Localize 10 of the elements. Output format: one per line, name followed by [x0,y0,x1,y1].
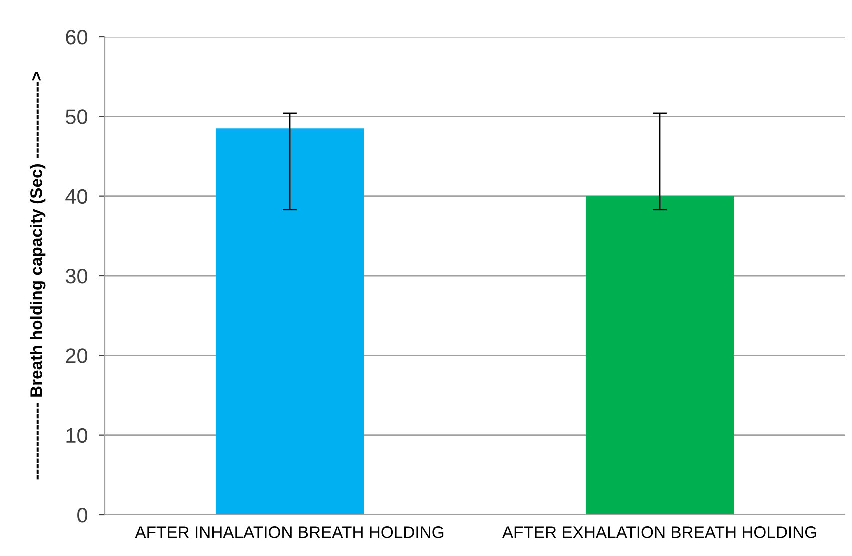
y-tick-label: 40 [66,189,88,204]
y-tick-label: 50 [66,110,88,124]
x-tick-label: AFTER EXHALATION BREATH HOLDING [502,526,816,538]
y-tick-label: 0 [78,508,88,523]
y-tick-label: 60 [66,30,88,45]
y-tick-label: 10 [66,428,88,444]
y-tick-label: 30 [66,269,88,284]
x-tick-label: AFTER INHALATION BREATH HOLDING [135,526,444,538]
y-axis-title: -------------- Breath holding capacity (Sec) --------------> [30,72,46,480]
y-tick-label: 20 [66,348,88,364]
